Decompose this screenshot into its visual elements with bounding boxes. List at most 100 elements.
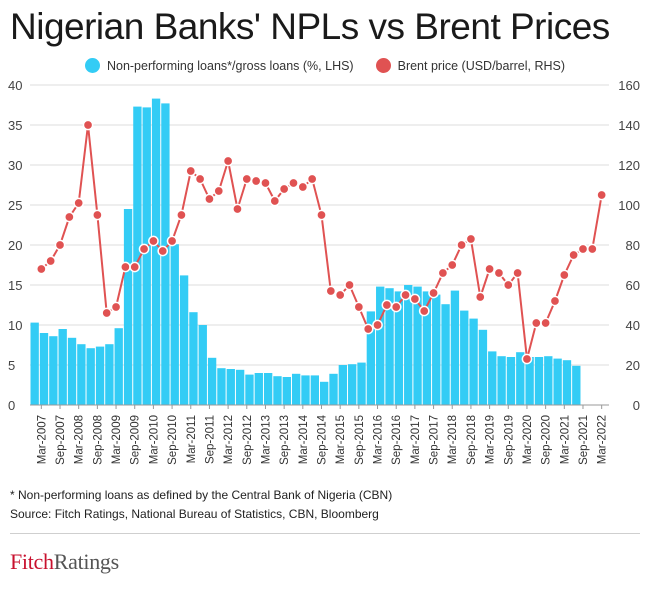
npl-bar — [506, 357, 516, 405]
brent-point — [157, 245, 169, 257]
brent-point — [241, 173, 253, 185]
brent-swatch-icon — [375, 58, 391, 73]
x-tick-label: Sep-2016 — [391, 415, 403, 465]
brent-point — [446, 259, 458, 271]
brent-point — [204, 193, 215, 205]
npl-bar — [441, 304, 450, 405]
x-tick-label: Mar-2010 — [148, 415, 160, 464]
y-right-tick-label: 80 — [626, 238, 640, 253]
npl-bar — [263, 373, 273, 405]
npl-bar — [572, 365, 581, 405]
y-right-tick-label: 140 — [618, 118, 640, 133]
npl-bar — [348, 364, 357, 405]
x-tick-label: Mar-2008 — [74, 415, 86, 464]
brent-point — [92, 209, 103, 221]
x-tick-label: Mar-2014 — [298, 414, 310, 464]
brent-point — [334, 289, 346, 301]
brent-point — [549, 295, 561, 307]
y-right-tick-label: 120 — [618, 158, 640, 173]
brent-point — [577, 243, 589, 255]
npl-bar — [516, 352, 525, 405]
npl-bar — [86, 348, 95, 405]
brent-point — [176, 209, 187, 221]
brent-point — [353, 301, 365, 313]
npl-swatch-icon — [84, 58, 100, 73]
brent-point — [502, 279, 514, 291]
footnote-source: Source: Fitch Ratings, National Bureau o… — [10, 507, 379, 521]
brent-point — [493, 267, 505, 279]
npl-bar — [404, 285, 413, 405]
npl-bar — [282, 377, 291, 405]
x-tick-label: Sep-2020 — [541, 415, 553, 465]
brent-point — [465, 233, 477, 245]
brent-point — [400, 289, 411, 301]
npl-bar — [235, 369, 245, 405]
npl-bar — [422, 291, 432, 405]
npl-bar — [376, 286, 385, 405]
npl-bar — [497, 356, 506, 405]
brent-point — [101, 307, 113, 319]
brent-point — [288, 177, 299, 189]
legend-item-npl: Non-performing loans*/gross loans (%, LH… — [84, 58, 354, 73]
x-tick-label: Sep-2018 — [466, 415, 478, 465]
npl-bar — [544, 356, 553, 405]
npl-bar — [562, 360, 572, 405]
npl-bar — [525, 357, 534, 405]
x-tick-label: Mar-2015 — [335, 415, 347, 464]
y-left-tick-label: 20 — [8, 238, 22, 253]
brent-point — [54, 239, 66, 251]
npl-bar — [394, 291, 404, 405]
brent-point — [120, 261, 131, 273]
x-tick-label: Mar-2016 — [373, 415, 385, 464]
x-tick-label: Mar-2021 — [559, 415, 571, 464]
legend: Non-performing loans*/gross loans (%, LH… — [0, 58, 650, 73]
brent-point — [325, 285, 337, 297]
npl-bar — [133, 106, 142, 405]
brent-point — [260, 177, 271, 189]
footnote-npl-definition: * Non-performing loans as defined by the… — [10, 488, 393, 502]
npl-bar — [301, 375, 310, 405]
brent-point — [166, 235, 178, 247]
x-tick-label: Sep-2017 — [429, 415, 441, 465]
footnotes: * Non-performing loans as defined by the… — [10, 486, 392, 524]
npl-bar — [170, 244, 179, 405]
npl-bar — [432, 294, 441, 405]
fitch-ratings-logo: FitchRatings — [10, 549, 119, 574]
y-left-tick-label: 0 — [8, 398, 15, 413]
npl-bar — [142, 107, 151, 406]
npl-bar — [488, 351, 497, 405]
brent-point — [138, 243, 150, 255]
npl-bar — [49, 336, 58, 405]
y-right-tick-label: 40 — [626, 318, 640, 333]
brent-point — [381, 299, 393, 311]
y-left-tick-label: 15 — [8, 278, 22, 293]
npl-bar — [198, 325, 207, 405]
brent-point — [540, 317, 551, 329]
x-tick-label: Sep-2014 — [317, 414, 329, 464]
npl-bar — [469, 318, 478, 405]
x-tick-label: Mar-2012 — [223, 415, 235, 464]
brent-point — [148, 235, 159, 247]
brent-point — [568, 249, 579, 261]
npl-bar — [30, 322, 39, 405]
brent-point — [73, 197, 85, 209]
x-tick-label: Sep-2021 — [578, 415, 590, 465]
npl-bar — [254, 373, 263, 405]
y-left-tick-label: 30 — [8, 158, 22, 173]
npl-bar — [273, 376, 282, 405]
npl-bar — [105, 344, 114, 405]
brent-point — [269, 195, 281, 207]
npl-bar — [207, 357, 217, 405]
brent-point — [428, 287, 439, 299]
npl-bar — [478, 329, 488, 405]
brent-point — [64, 211, 75, 223]
x-tick-label: Mar-2020 — [522, 415, 534, 464]
x-tick-label: Mar-2018 — [447, 415, 459, 464]
npl-bar — [95, 346, 105, 405]
x-tick-label: Mar-2017 — [410, 415, 422, 464]
brent-point — [222, 155, 234, 167]
y-right-tick-label: 100 — [618, 198, 640, 213]
x-tick-label: Mar-2013 — [260, 415, 272, 464]
brent-point — [456, 239, 467, 251]
brent-point — [437, 267, 449, 279]
